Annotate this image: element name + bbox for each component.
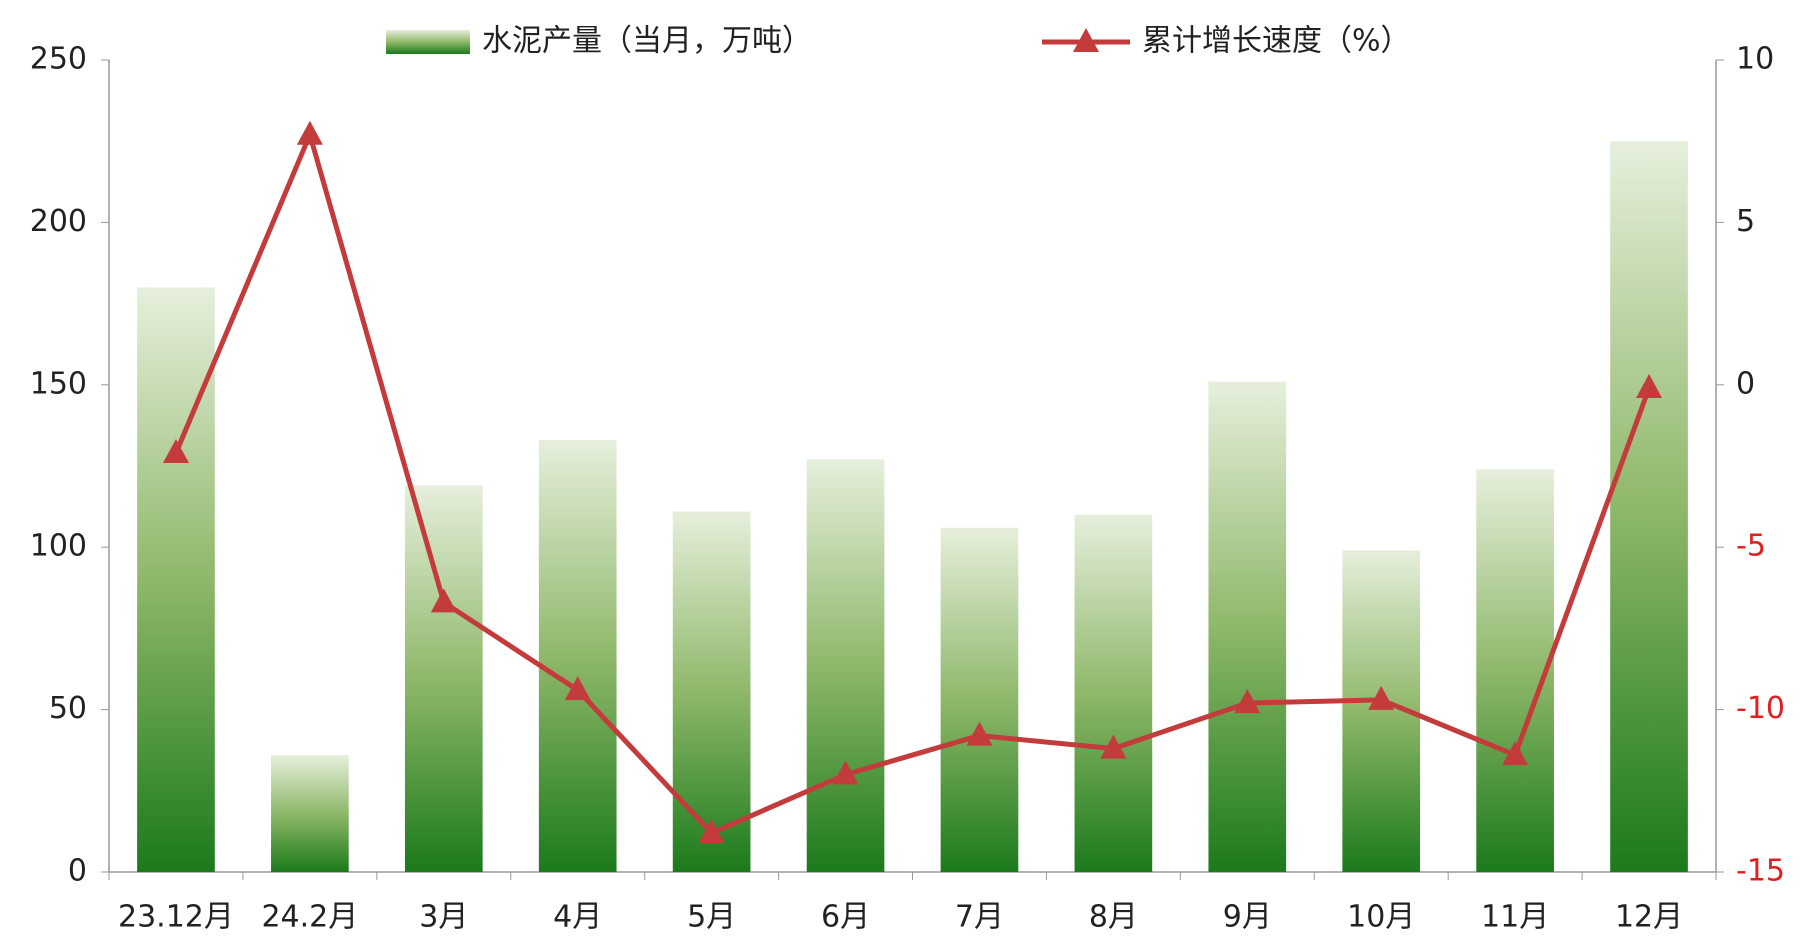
x-tick-label: 8月	[1089, 900, 1138, 935]
line	[173, 127, 1652, 837]
bar	[672, 511, 751, 872]
x-tick-label: 7月	[955, 900, 1004, 935]
y-tick-label: 100	[30, 529, 87, 564]
marker	[564, 676, 591, 701]
y-tick-label: 0	[68, 854, 87, 889]
bar	[137, 287, 215, 872]
y-tick-label: 200	[30, 204, 87, 239]
x-tick-label: 6月	[821, 900, 870, 935]
legend-marker	[1073, 28, 1099, 52]
marker	[296, 120, 323, 145]
y2-tick-label: 5	[1736, 204, 1755, 239]
y2-tick-label: -15	[1736, 854, 1785, 889]
x-tick-label: 23.12月	[118, 900, 234, 935]
y2-tick-label: -10	[1736, 691, 1785, 726]
x-tick-label: 12月	[1615, 900, 1683, 935]
bar	[404, 485, 483, 872]
legend-swatch	[386, 30, 470, 54]
bar	[538, 440, 617, 872]
y2-tick-label: 10	[1736, 42, 1774, 77]
y2-tick-label: 0	[1736, 366, 1755, 401]
legend-label: 累计增长速度（%）	[1142, 24, 1411, 59]
bar	[1476, 469, 1554, 872]
marker	[698, 819, 725, 844]
y-tick-label: 50	[49, 691, 87, 726]
marker	[1100, 734, 1127, 759]
bar	[1074, 514, 1153, 872]
marker	[1234, 689, 1261, 714]
legend-label: 水泥产量（当月，万吨）	[482, 24, 812, 59]
bar	[806, 459, 885, 872]
x-tick-label: 9月	[1223, 900, 1272, 935]
marker	[162, 439, 189, 464]
x-tick-label: 5月	[687, 900, 736, 935]
x-tick-label: 4月	[553, 900, 602, 935]
bar	[271, 755, 349, 872]
bar	[1208, 381, 1287, 872]
marker	[1502, 741, 1529, 766]
bar	[1610, 141, 1688, 872]
x-tick-label: 24.2月	[261, 900, 358, 935]
y-tick-label: 250	[30, 42, 87, 77]
marker	[966, 721, 993, 746]
x-tick-label: 3月	[419, 900, 468, 935]
marker	[1636, 374, 1663, 399]
marker	[430, 588, 457, 613]
y-tick-label: 150	[30, 366, 87, 401]
x-tick-label: 10月	[1347, 900, 1415, 935]
marker	[1368, 685, 1395, 710]
bar	[940, 527, 1019, 872]
x-tick-label: 11月	[1481, 900, 1549, 935]
y2-tick-label: -5	[1736, 529, 1766, 564]
marker	[832, 760, 859, 785]
